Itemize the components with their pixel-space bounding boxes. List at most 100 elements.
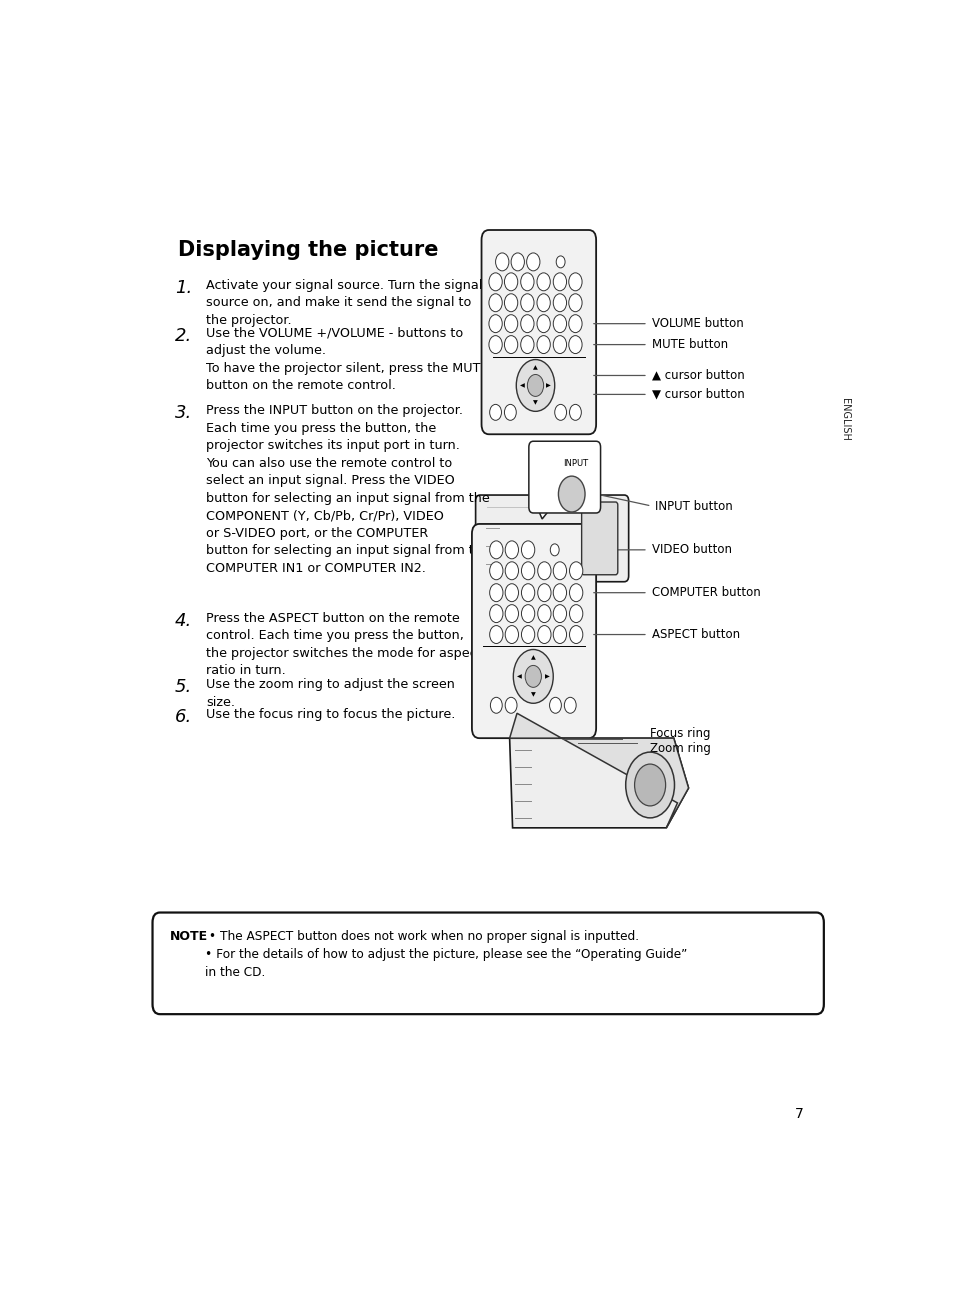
Text: ▶: ▶ (544, 674, 549, 679)
Text: VOLUME button: VOLUME button (651, 317, 742, 330)
Circle shape (505, 604, 518, 622)
Circle shape (505, 584, 518, 602)
Circle shape (568, 314, 581, 333)
Text: Use the focus ring to focus the picture.: Use the focus ring to focus the picture. (206, 708, 456, 721)
Circle shape (556, 256, 564, 268)
Circle shape (520, 273, 534, 291)
Text: • The ASPECT button does not work when no proper signal is inputted.
• For the d: • The ASPECT button does not work when n… (205, 930, 687, 980)
Circle shape (505, 541, 518, 559)
Circle shape (537, 335, 550, 353)
FancyBboxPatch shape (481, 230, 596, 435)
Polygon shape (509, 738, 688, 828)
Circle shape (537, 562, 551, 580)
Circle shape (489, 562, 502, 580)
Circle shape (527, 374, 543, 396)
Circle shape (505, 625, 518, 643)
Polygon shape (509, 713, 688, 828)
Circle shape (526, 252, 539, 270)
Circle shape (488, 273, 501, 291)
Circle shape (488, 294, 501, 312)
Text: ▲: ▲ (531, 656, 535, 661)
Text: Press the INPUT button on the projector.
Each time you press the button, the
pro: Press the INPUT button on the projector.… (206, 404, 490, 575)
Circle shape (553, 314, 566, 333)
Text: Displaying the picture: Displaying the picture (178, 239, 438, 260)
Circle shape (521, 625, 535, 643)
Text: INPUT: INPUT (562, 459, 587, 468)
Circle shape (625, 752, 674, 818)
Polygon shape (537, 507, 551, 519)
Circle shape (568, 335, 581, 353)
Circle shape (520, 335, 534, 353)
Text: 4.: 4. (174, 612, 192, 630)
Circle shape (495, 252, 508, 270)
Circle shape (549, 697, 560, 713)
Text: MUTE button: MUTE button (651, 338, 727, 351)
Text: ASPECT button: ASPECT button (651, 628, 739, 641)
Circle shape (504, 314, 517, 333)
Circle shape (553, 584, 566, 602)
Circle shape (569, 604, 582, 622)
Text: 5.: 5. (174, 678, 192, 696)
Circle shape (489, 584, 502, 602)
Circle shape (569, 404, 580, 421)
Circle shape (550, 543, 558, 556)
Circle shape (634, 763, 665, 806)
Circle shape (504, 273, 517, 291)
Circle shape (489, 625, 502, 643)
Circle shape (553, 294, 566, 312)
Text: 1.: 1. (174, 278, 192, 296)
Text: COMPUTER button: COMPUTER button (651, 586, 760, 599)
Circle shape (568, 273, 581, 291)
Text: ▼: ▼ (531, 692, 535, 697)
Text: 2.: 2. (174, 326, 192, 344)
FancyBboxPatch shape (476, 496, 628, 582)
Circle shape (553, 604, 566, 622)
Circle shape (488, 314, 501, 333)
Circle shape (569, 584, 582, 602)
Circle shape (521, 562, 535, 580)
Circle shape (537, 294, 550, 312)
Text: NOTE: NOTE (170, 930, 208, 943)
Circle shape (504, 404, 516, 421)
Circle shape (568, 294, 581, 312)
Text: VIDEO button: VIDEO button (651, 543, 731, 556)
FancyBboxPatch shape (581, 502, 618, 575)
Circle shape (504, 294, 517, 312)
Circle shape (537, 604, 551, 622)
Circle shape (505, 562, 518, 580)
Circle shape (537, 584, 551, 602)
FancyBboxPatch shape (152, 912, 823, 1014)
Circle shape (553, 562, 566, 580)
FancyBboxPatch shape (472, 524, 596, 738)
Text: Activate your signal source. Turn the signal
source on, and make it send the sig: Activate your signal source. Turn the si… (206, 278, 482, 327)
Circle shape (537, 273, 550, 291)
Circle shape (489, 541, 502, 559)
Text: Use the zoom ring to adjust the screen
size.: Use the zoom ring to adjust the screen s… (206, 678, 455, 709)
Circle shape (511, 252, 524, 270)
Circle shape (524, 665, 541, 687)
Text: Use the VOLUME +/VOLUME - buttons to
adjust the volume.
To have the projector si: Use the VOLUME +/VOLUME - buttons to adj… (206, 326, 489, 392)
FancyBboxPatch shape (528, 441, 600, 512)
Circle shape (489, 604, 502, 622)
Text: Zoom ring: Zoom ring (649, 741, 710, 754)
Text: ▶: ▶ (546, 383, 551, 388)
Circle shape (488, 335, 501, 353)
Text: 6.: 6. (174, 708, 192, 726)
Circle shape (554, 404, 566, 421)
Circle shape (553, 625, 566, 643)
Circle shape (513, 650, 553, 703)
Text: Focus ring: Focus ring (649, 727, 710, 740)
Text: Press the ASPECT button on the remote
control. Each time you press the button,
t: Press the ASPECT button on the remote co… (206, 612, 481, 677)
Circle shape (504, 335, 517, 353)
Circle shape (516, 360, 554, 411)
Text: ▲ cursor button: ▲ cursor button (651, 369, 743, 382)
Text: ENGLISH: ENGLISH (840, 397, 849, 441)
Circle shape (521, 541, 535, 559)
Circle shape (558, 476, 584, 512)
Text: ▼: ▼ (533, 401, 537, 405)
Circle shape (564, 697, 576, 713)
Text: ◀: ◀ (517, 674, 521, 679)
Circle shape (521, 604, 535, 622)
Circle shape (521, 584, 535, 602)
Text: 3.: 3. (174, 404, 192, 422)
